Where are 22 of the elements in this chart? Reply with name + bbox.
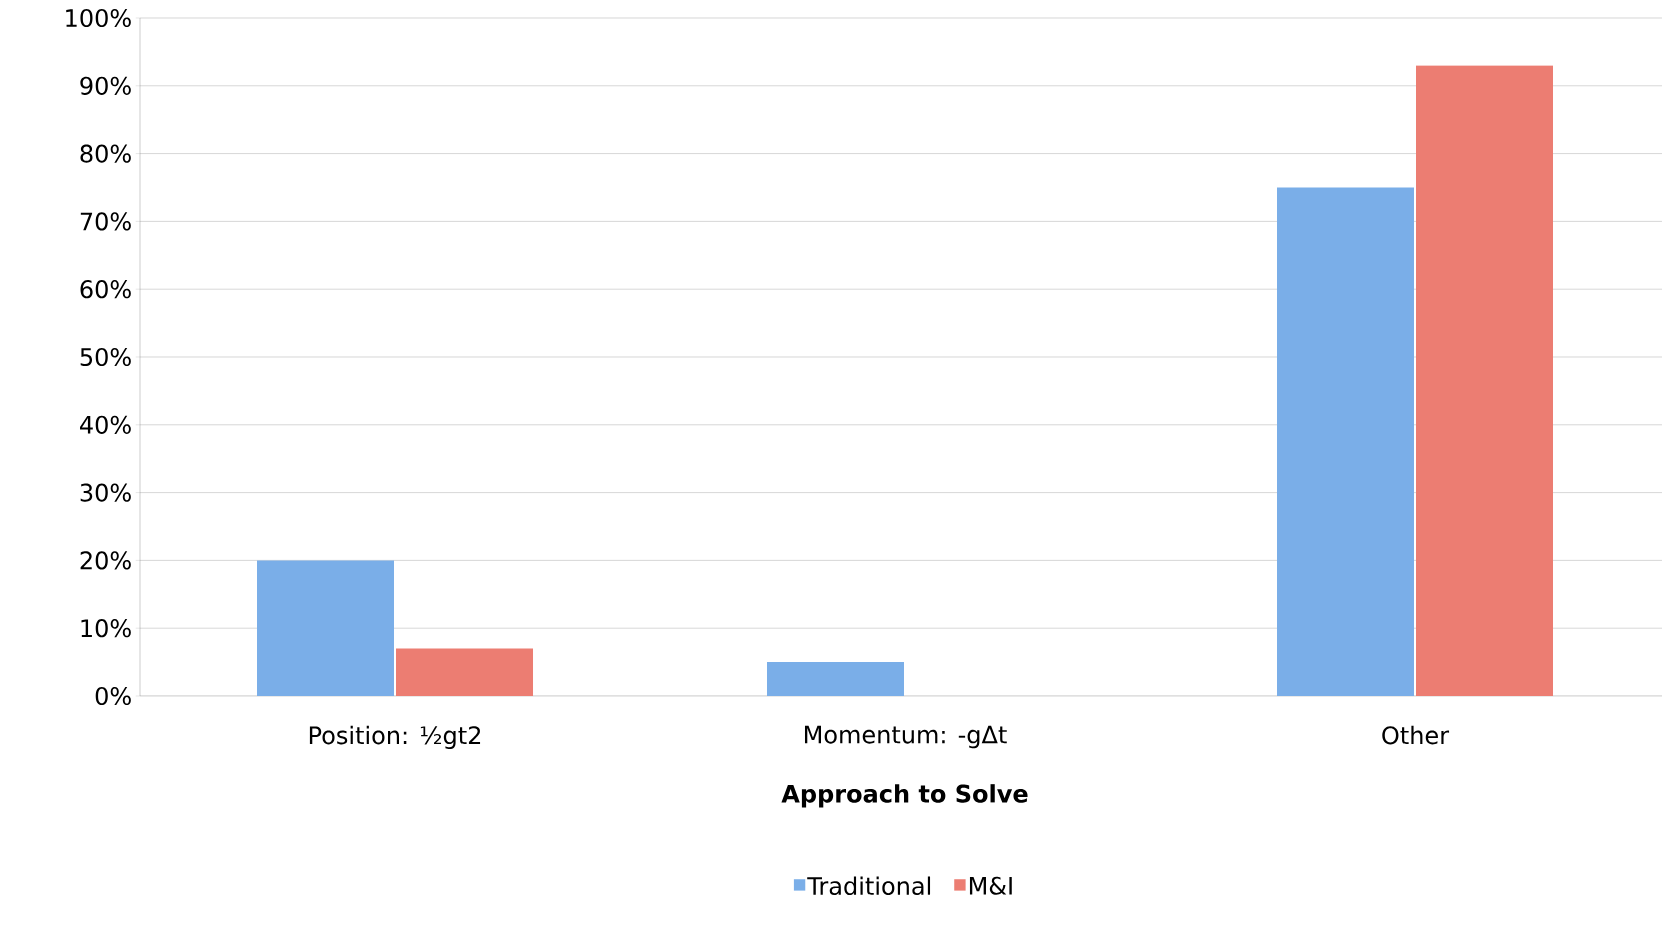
bar xyxy=(257,560,394,696)
legend-label: Traditional xyxy=(807,876,931,896)
y-tick-label: 100% xyxy=(66,8,131,28)
y-tick-label: 70% xyxy=(80,212,131,231)
y-tick-label: 40% xyxy=(80,415,131,434)
y-tick-label: 20% xyxy=(80,551,131,570)
y-tick-label: 0% xyxy=(95,686,131,706)
x-tick-label: Other xyxy=(1382,725,1450,745)
x-axis-title: Approach to Solve xyxy=(781,784,1028,808)
y-tick-label: 60% xyxy=(80,280,131,299)
y-tick-label: 10% xyxy=(81,619,131,638)
bar xyxy=(1277,187,1414,696)
bar xyxy=(767,662,904,696)
x-tick-label: Position: ½gt2 xyxy=(309,725,481,750)
legend-label: M&I xyxy=(969,876,1012,895)
y-tick-label: 30% xyxy=(80,483,131,502)
bar xyxy=(1416,65,1553,696)
x-tick-label: Momentum: -gΔt xyxy=(804,725,1007,749)
bar xyxy=(396,648,533,696)
y-tick-label: 90% xyxy=(80,76,131,95)
y-tick-label: 50% xyxy=(80,347,131,367)
y-tick-label: 80% xyxy=(80,144,131,163)
